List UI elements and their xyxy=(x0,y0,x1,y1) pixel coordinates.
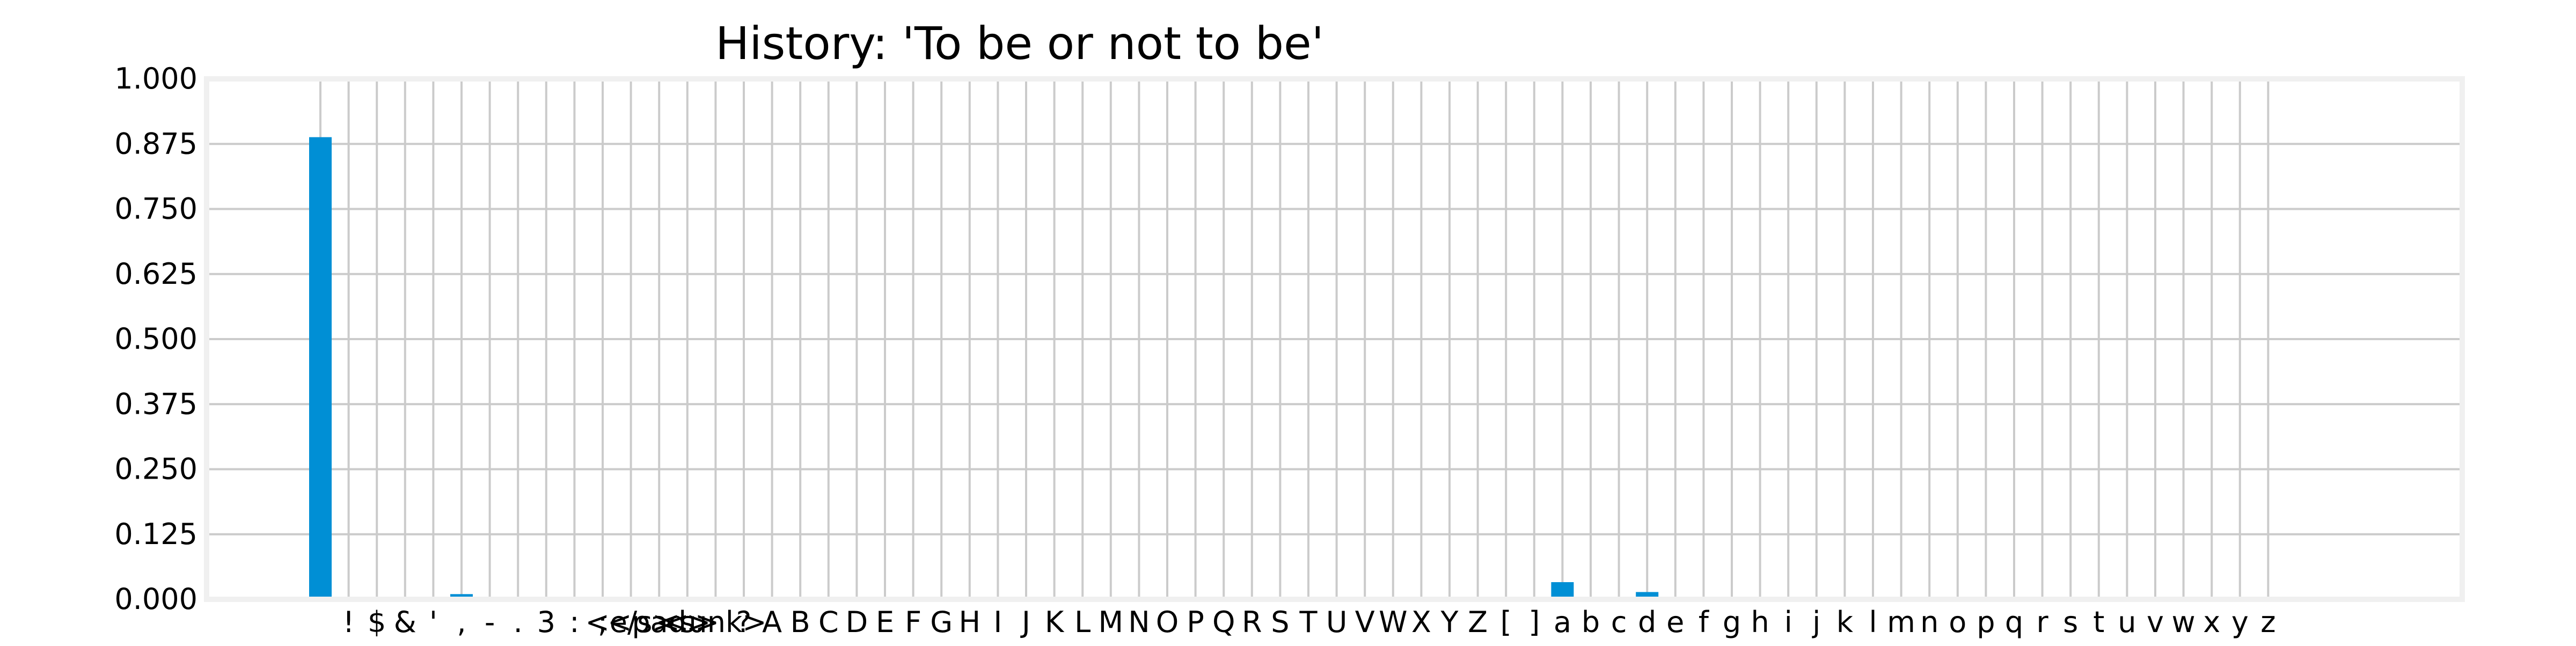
x-tick-label: P xyxy=(1187,605,1204,639)
x-tick-label: l xyxy=(1869,605,1877,639)
x-tick-label: g xyxy=(1723,605,1741,639)
x-tick-label: <s> xyxy=(655,605,719,639)
x-tick-label: ] xyxy=(1528,605,1540,639)
x-tick-label: N xyxy=(1128,605,1150,639)
x-tick-label: p xyxy=(1977,605,1995,639)
x-tick-label: K xyxy=(1045,605,1065,639)
x-tick-label: k xyxy=(1836,605,1854,639)
x-tick-label: q xyxy=(2005,605,2023,639)
y-tick-label: 0.625 xyxy=(114,257,197,291)
x-tick-label: G xyxy=(930,605,953,639)
x-tick-label: X xyxy=(1411,605,1431,639)
y-tick-label: 1.000 xyxy=(114,62,197,96)
x-tick-label: b xyxy=(1582,605,1600,639)
x-tick-label: ' xyxy=(429,605,437,639)
y-tick-label: 0.125 xyxy=(114,517,197,551)
x-tick-label: v xyxy=(2147,605,2164,639)
y-tick-label: 0.250 xyxy=(114,452,197,486)
x-tick-label: T xyxy=(1299,605,1318,639)
y-tick-label: 0.875 xyxy=(114,127,197,160)
x-tick-label: ; xyxy=(598,605,608,639)
x-tick-label: r xyxy=(2036,605,2048,639)
x-tick-label: m xyxy=(1887,605,1915,639)
x-tick-label: R xyxy=(1242,605,1262,639)
x-tick-label: $ xyxy=(368,605,386,639)
x-tick-label: y xyxy=(2231,605,2249,639)
x-tick-label: u xyxy=(2118,605,2136,639)
x-tick-label: V xyxy=(1355,605,1375,639)
x-tick-label: i xyxy=(1784,605,1792,639)
x-tick-label: I xyxy=(993,605,1002,639)
x-tick-label: Q xyxy=(1212,605,1235,639)
x-tick-label: o xyxy=(1949,605,1966,639)
x-tick-label: M xyxy=(1099,605,1124,639)
x-tick-label: L xyxy=(1074,605,1091,639)
x-tick-label: C xyxy=(818,605,839,639)
x-tick-label: f xyxy=(1699,605,1710,639)
x-tick-label: e xyxy=(1666,605,1684,639)
grid-lines xyxy=(207,78,2462,600)
bar-series xyxy=(309,137,1772,599)
x-tick-label: S xyxy=(1271,605,1289,639)
x-tick-label: E xyxy=(876,605,894,639)
y-tick-label: 0.375 xyxy=(114,387,197,421)
x-tick-label: x xyxy=(2203,605,2220,639)
x-tick-label: t xyxy=(2093,605,2104,639)
x-tick-label: H xyxy=(958,605,980,639)
chart-title: History: 'To be or not to be' xyxy=(715,17,1324,70)
x-tick-label: U xyxy=(1326,605,1348,639)
bar xyxy=(1551,582,1574,599)
x-tick-label: Z xyxy=(1468,605,1488,639)
x-tick-label: Y xyxy=(1440,605,1459,639)
x-tick-label: ? xyxy=(736,605,752,639)
x-tick-label: - xyxy=(485,605,495,639)
x-tick-label: : xyxy=(569,605,579,639)
x-tick-label: . xyxy=(514,605,523,639)
x-tick-label: <unk> xyxy=(664,605,766,639)
x-tick-label: s xyxy=(2063,605,2078,639)
x-tick-label: F xyxy=(905,605,921,639)
x-tick-label: c xyxy=(1611,605,1627,639)
x-tick-label: <e/s> xyxy=(586,605,677,639)
x-tick-label: 3 xyxy=(537,605,555,639)
y-tick-label: 0.500 xyxy=(114,322,197,356)
x-tick-label: D xyxy=(846,605,868,639)
x-tick-label: & xyxy=(394,605,416,639)
x-tick-label: O xyxy=(1156,605,1179,639)
plot-frame xyxy=(204,76,2465,602)
x-tick-label: W xyxy=(1379,605,1407,639)
x-tick-label: d xyxy=(1638,605,1656,639)
x-tick-label: a xyxy=(1554,605,1571,639)
x-tick-label: n xyxy=(1920,605,1938,639)
x-tick-label: ! xyxy=(343,605,355,639)
x-tick-label: , xyxy=(457,605,466,639)
x-tick-label: <pad> xyxy=(608,605,711,639)
y-axis-ticks: 0.000 0.125 0.250 0.375 0.500 0.625 0.750 0.875… xyxy=(114,62,197,616)
x-tick-label: h xyxy=(1751,605,1769,639)
x-tick-label: w xyxy=(2172,605,2196,639)
x-tick-label: [ xyxy=(1501,605,1512,639)
x-tick-label: j xyxy=(1812,605,1820,639)
y-tick-label: 0.750 xyxy=(114,192,197,226)
x-tick-label: J xyxy=(1020,605,1030,639)
x-tick-label: B xyxy=(791,605,810,639)
y-tick-label: 0.000 xyxy=(114,582,197,616)
bar xyxy=(309,137,332,599)
x-axis-ticks: ! $ & ', -. 3: ;<e/s><pad><s><unk>? A B C D E F G H I J K… xyxy=(343,605,2276,639)
x-tick-label: z xyxy=(2260,605,2275,639)
x-tick-label: A xyxy=(762,605,782,639)
